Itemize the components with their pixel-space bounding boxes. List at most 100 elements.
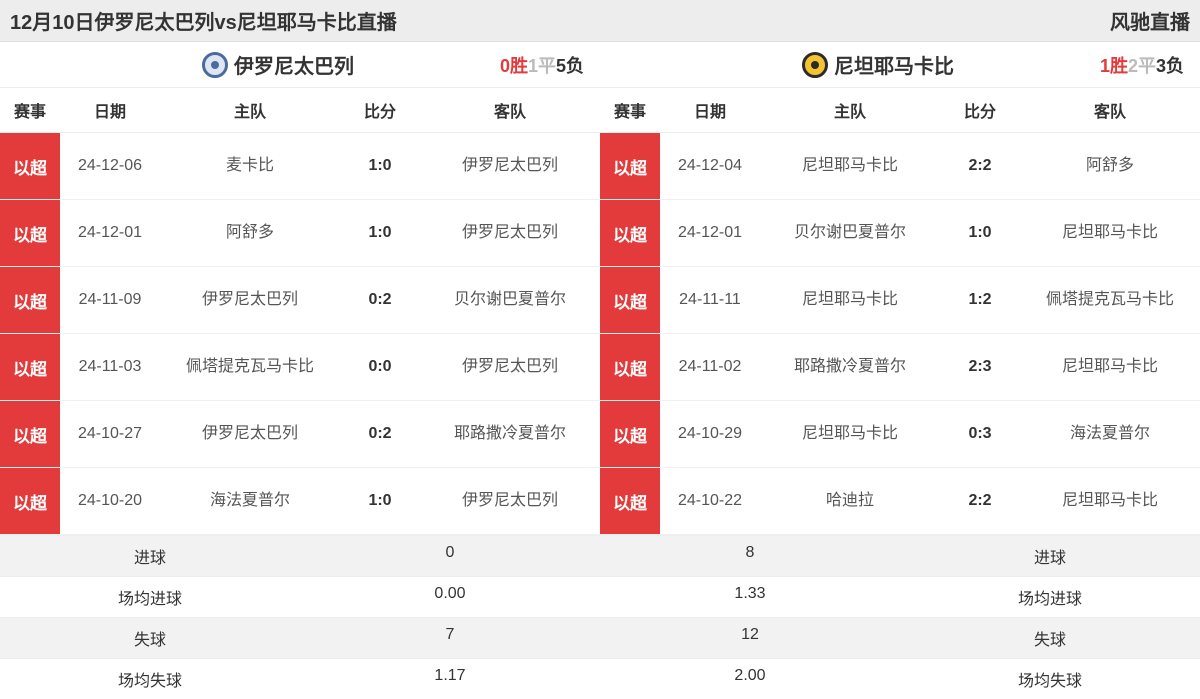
home-team: 伊罗尼太巴列 — [160, 401, 340, 467]
value-goals-right: 8 — [600, 536, 900, 576]
away-team: 伊罗尼太巴列 — [420, 200, 600, 266]
col-date: 日期 — [660, 98, 760, 122]
match-score: 1:0 — [340, 468, 420, 534]
away-team: 佩塔提克瓦马卡比 — [1020, 267, 1200, 333]
col-comp: 赛事 — [0, 98, 60, 122]
col-score: 比分 — [340, 98, 420, 122]
home-team: 麦卡比 — [160, 133, 340, 199]
match-score: 2:3 — [940, 334, 1020, 400]
competition-badge: 以超 — [600, 133, 660, 199]
match-row[interactable]: 以超24-11-03佩塔提克瓦马卡比0:0伊罗尼太巴列 — [0, 334, 600, 401]
competition-badge: 以超 — [600, 334, 660, 400]
team-header-right: 尼坦耶马卡比 1胜2平3负 — [600, 42, 1200, 88]
match-date: 24-10-27 — [60, 401, 160, 467]
match-score: 0:2 — [340, 401, 420, 467]
match-date: 24-10-29 — [660, 401, 760, 467]
label-conceded: 失球 — [0, 618, 300, 658]
home-team: 贝尔谢巴夏普尔 — [760, 200, 940, 266]
match-score: 1:0 — [340, 133, 420, 199]
match-score: 0:2 — [340, 267, 420, 333]
home-team: 尼坦耶马卡比 — [760, 401, 940, 467]
matches-right: 以超24-12-04尼坦耶马卡比2:2阿舒多以超24-12-01贝尔谢巴夏普尔1… — [600, 133, 1200, 535]
home-team: 阿舒多 — [160, 200, 340, 266]
away-team: 伊罗尼太巴列 — [420, 334, 600, 400]
match-score: 1:0 — [340, 200, 420, 266]
value-conceded-right: 12 — [600, 618, 900, 658]
value-goals-left: 0 — [300, 536, 600, 576]
team-logo-icon — [802, 52, 828, 78]
label-avg-goals: 场均进球 — [0, 577, 300, 617]
match-row[interactable]: 以超24-12-01贝尔谢巴夏普尔1:0尼坦耶马卡比 — [600, 200, 1200, 267]
away-team: 阿舒多 — [1020, 133, 1200, 199]
home-team: 耶路撒冷夏普尔 — [760, 334, 940, 400]
col-home: 主队 — [160, 98, 340, 122]
team-logo-icon — [202, 52, 228, 78]
left-panel: 伊罗尼太巴列 0胜1平5负 赛事 日期 主队 比分 客队 以超24-12-06麦… — [0, 42, 600, 535]
home-team: 哈迪拉 — [760, 468, 940, 534]
match-row[interactable]: 以超24-10-29尼坦耶马卡比0:3海法夏普尔 — [600, 401, 1200, 468]
label-avg-conceded: 场均失球 — [900, 659, 1200, 699]
col-away: 客队 — [420, 98, 600, 122]
label-goals: 进球 — [0, 536, 300, 576]
team-name-left: 伊罗尼太巴列 — [234, 50, 354, 79]
column-header-right: 赛事 日期 主队 比分 客队 — [600, 88, 1200, 133]
away-team: 尼坦耶马卡比 — [1020, 468, 1200, 534]
match-row[interactable]: 以超24-11-09伊罗尼太巴列0:2贝尔谢巴夏普尔 — [0, 267, 600, 334]
main-content: 伊罗尼太巴列 0胜1平5负 赛事 日期 主队 比分 客队 以超24-12-06麦… — [0, 42, 1200, 535]
competition-badge: 以超 — [0, 267, 60, 333]
team-header-left: 伊罗尼太巴列 0胜1平5负 — [0, 42, 600, 88]
match-row[interactable]: 以超24-11-11尼坦耶马卡比1:2佩塔提克瓦马卡比 — [600, 267, 1200, 334]
team-name-right: 尼坦耶马卡比 — [834, 50, 954, 79]
record-right: 1胜2平3负 — [1100, 52, 1184, 78]
match-date: 24-12-01 — [660, 200, 760, 266]
right-panel: 尼坦耶马卡比 1胜2平3负 赛事 日期 主队 比分 客队 以超24-12-04尼… — [600, 42, 1200, 535]
away-team: 耶路撒冷夏普尔 — [420, 401, 600, 467]
match-date: 24-12-04 — [660, 133, 760, 199]
label-avg-goals: 场均进球 — [900, 577, 1200, 617]
site-brand: 风驰直播 — [1110, 6, 1190, 35]
value-avg-conceded-right: 2.00 — [600, 659, 900, 699]
record-left: 0胜1平5负 — [500, 52, 584, 78]
match-row[interactable]: 以超24-10-22哈迪拉2:2尼坦耶马卡比 — [600, 468, 1200, 535]
match-score: 0:0 — [340, 334, 420, 400]
matches-left: 以超24-12-06麦卡比1:0伊罗尼太巴列以超24-12-01阿舒多1:0伊罗… — [0, 133, 600, 535]
match-row[interactable]: 以超24-11-02耶路撒冷夏普尔2:3尼坦耶马卡比 — [600, 334, 1200, 401]
match-score: 1:2 — [940, 267, 1020, 333]
match-date: 24-11-03 — [60, 334, 160, 400]
competition-badge: 以超 — [600, 267, 660, 333]
match-score: 1:0 — [940, 200, 1020, 266]
match-row[interactable]: 以超24-12-04尼坦耶马卡比2:2阿舒多 — [600, 133, 1200, 200]
match-row[interactable]: 以超24-10-20海法夏普尔1:0伊罗尼太巴列 — [0, 468, 600, 535]
col-away: 客队 — [1020, 98, 1200, 122]
value-avg-goals-right: 1.33 — [600, 577, 900, 617]
away-team: 伊罗尼太巴列 — [420, 133, 600, 199]
label-avg-conceded: 场均失球 — [0, 659, 300, 699]
home-team: 伊罗尼太巴列 — [160, 267, 340, 333]
label-goals: 进球 — [900, 536, 1200, 576]
away-team: 尼坦耶马卡比 — [1020, 200, 1200, 266]
col-home: 主队 — [760, 98, 940, 122]
competition-badge: 以超 — [0, 200, 60, 266]
competition-badge: 以超 — [600, 401, 660, 467]
match-date: 24-11-02 — [660, 334, 760, 400]
value-avg-goals-left: 0.00 — [300, 577, 600, 617]
match-row[interactable]: 以超24-12-01阿舒多1:0伊罗尼太巴列 — [0, 200, 600, 267]
match-date: 24-11-11 — [660, 267, 760, 333]
col-date: 日期 — [60, 98, 160, 122]
competition-badge: 以超 — [0, 334, 60, 400]
competition-badge: 以超 — [0, 133, 60, 199]
match-row[interactable]: 以超24-10-27伊罗尼太巴列0:2耶路撒冷夏普尔 — [0, 401, 600, 468]
match-date: 24-12-06 — [60, 133, 160, 199]
home-team: 尼坦耶马卡比 — [760, 133, 940, 199]
summary-section: 进球0 场均进球0.00 失球7 场均失球1.17 8进球 1.33场均进球 1… — [0, 535, 1200, 699]
away-team: 尼坦耶马卡比 — [1020, 334, 1200, 400]
competition-badge: 以超 — [0, 468, 60, 534]
value-conceded-left: 7 — [300, 618, 600, 658]
match-score: 0:3 — [940, 401, 1020, 467]
title-bar: 12月10日伊罗尼太巴列vs尼坦耶马卡比直播 风驰直播 — [0, 0, 1200, 42]
away-team: 贝尔谢巴夏普尔 — [420, 267, 600, 333]
match-row[interactable]: 以超24-12-06麦卡比1:0伊罗尼太巴列 — [0, 133, 600, 200]
match-date: 24-12-01 — [60, 200, 160, 266]
column-header-left: 赛事 日期 主队 比分 客队 — [0, 88, 600, 133]
home-team: 佩塔提克瓦马卡比 — [160, 334, 340, 400]
